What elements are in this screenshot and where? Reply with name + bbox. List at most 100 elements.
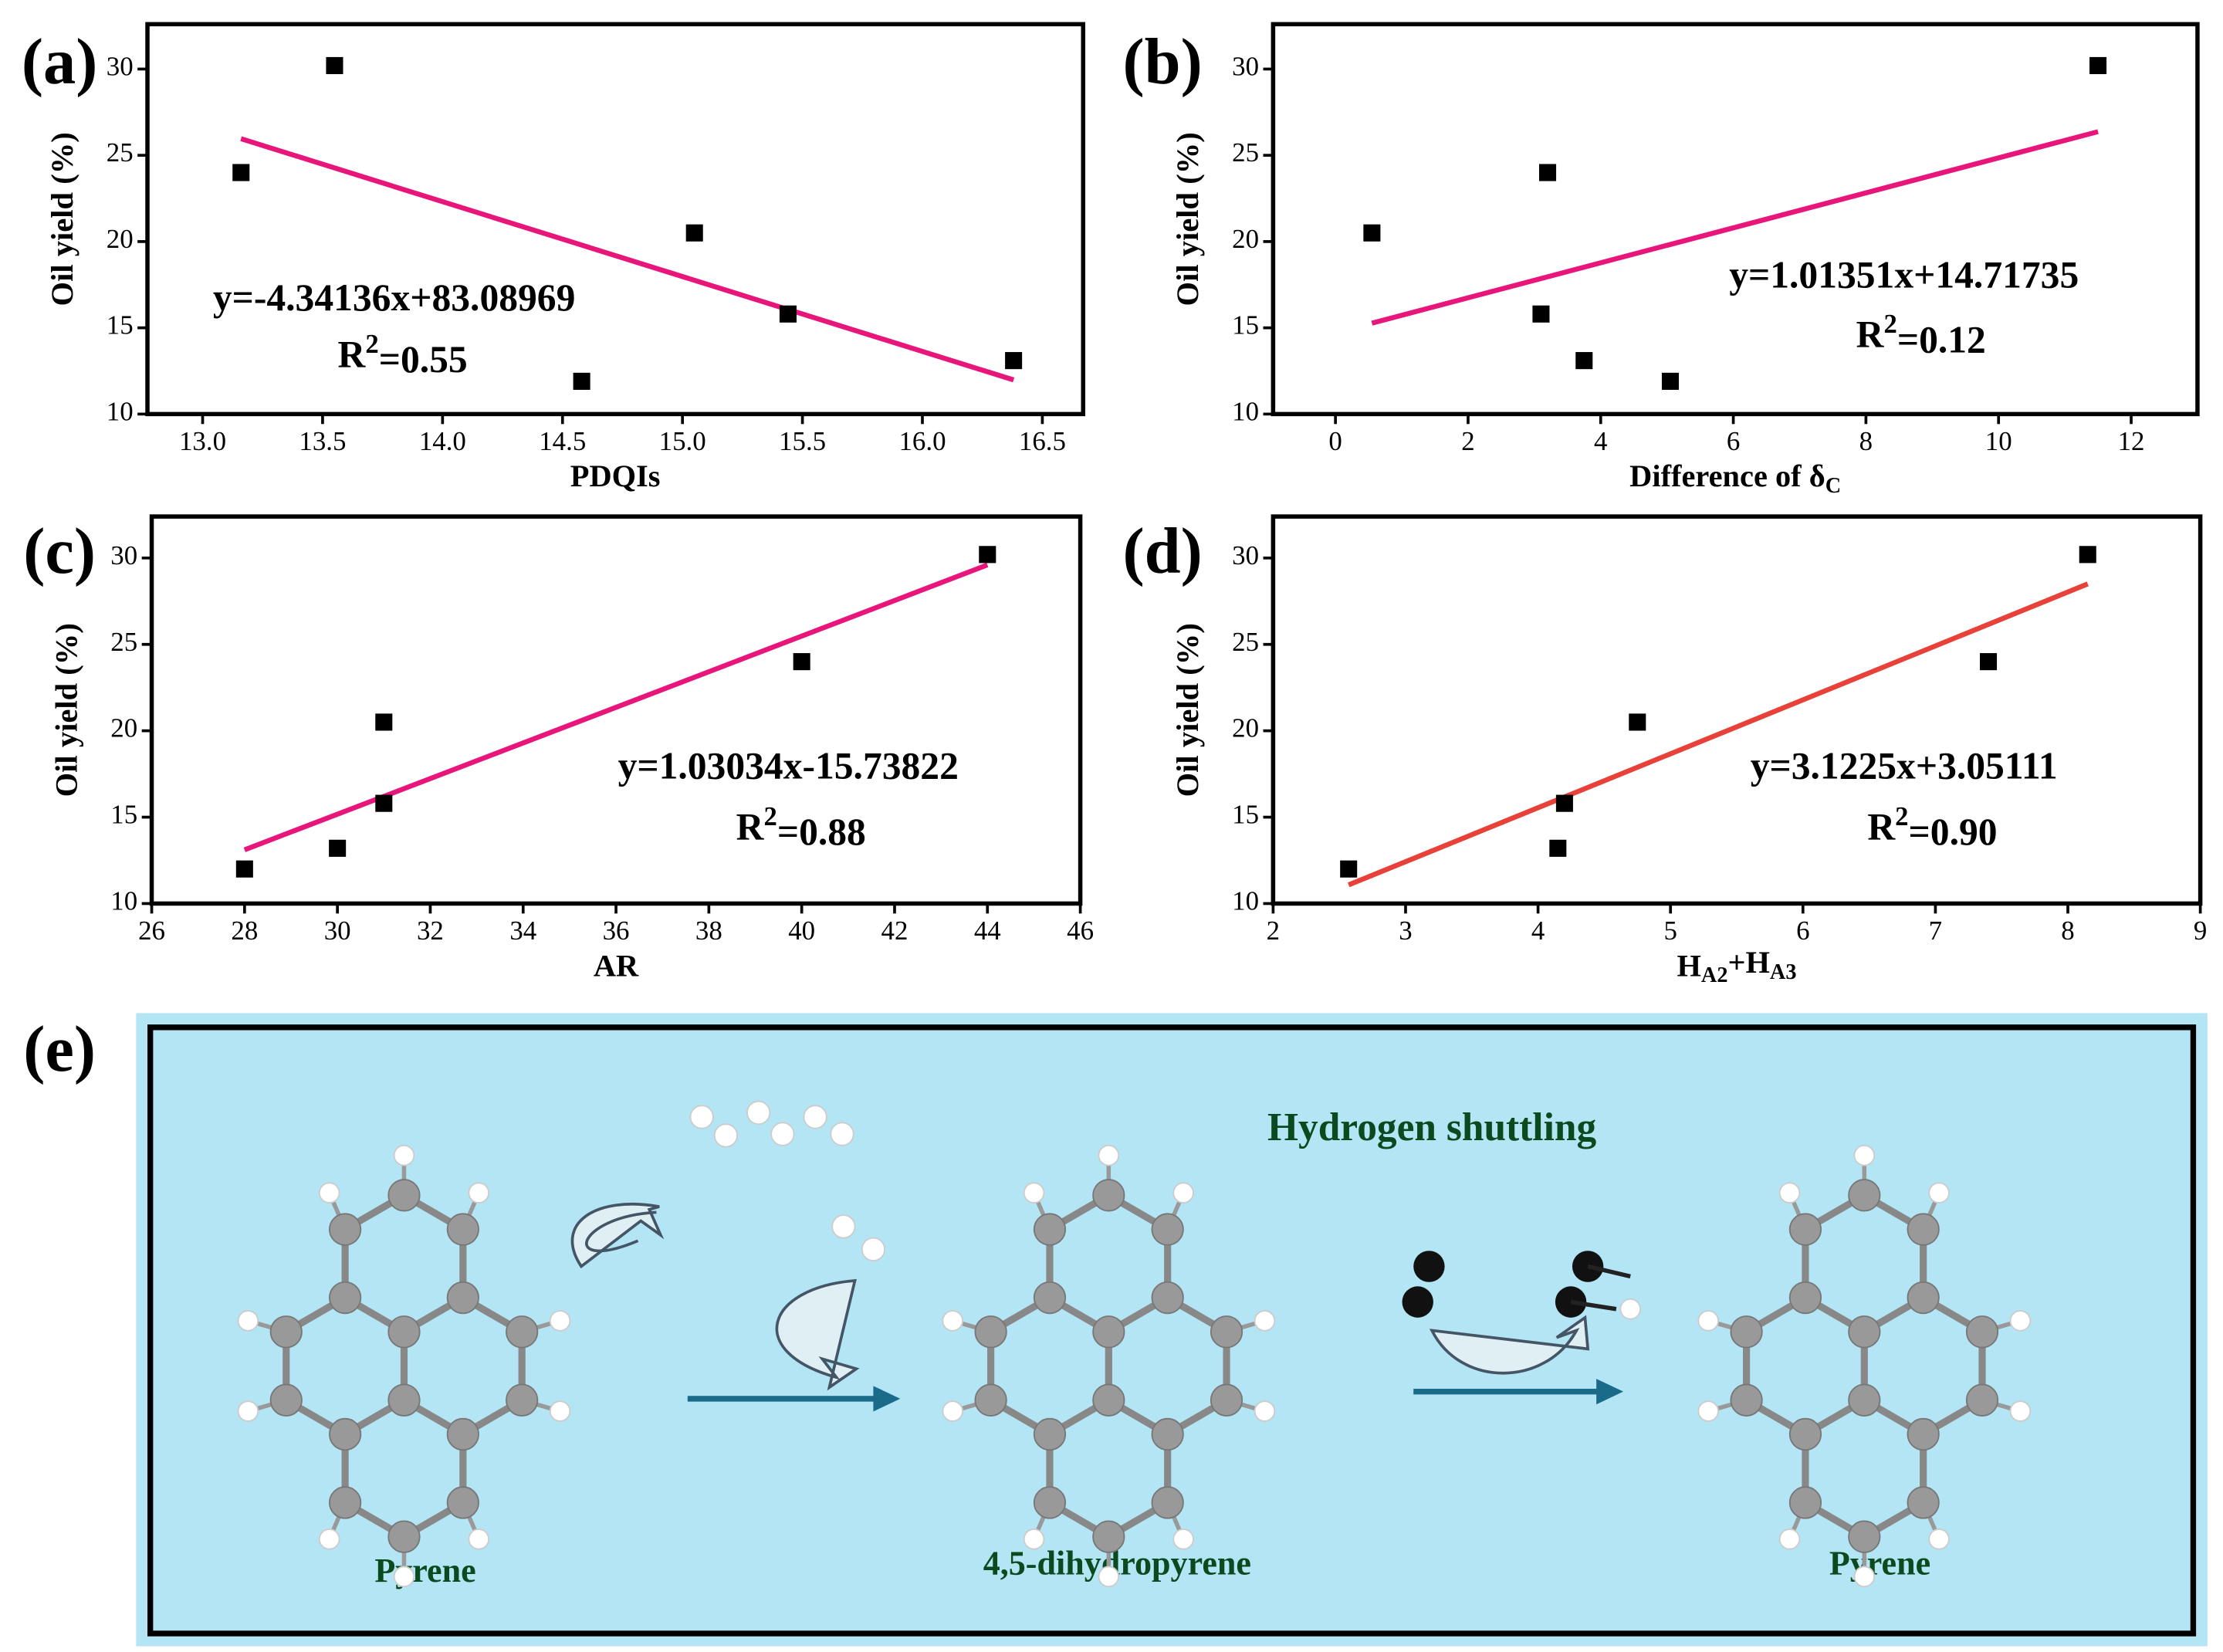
- point: [793, 653, 810, 671]
- y-axis-label: Oil yield (%): [45, 132, 80, 306]
- black-atom: [1413, 1251, 1445, 1282]
- arrow-head: [1596, 1379, 1624, 1405]
- bond: [1587, 1264, 1631, 1279]
- label-part: +H: [1727, 945, 1769, 980]
- label-part: A3: [1770, 960, 1797, 983]
- point: [979, 546, 996, 564]
- y-tick-label: 15: [107, 310, 134, 340]
- point: [685, 224, 703, 242]
- y-tick-label: 10: [1232, 396, 1259, 426]
- x-tick-label: 6: [1796, 916, 1809, 946]
- hydrogen-atom: [861, 1237, 886, 1262]
- x-tick-label: 34: [509, 916, 536, 946]
- label-part: C: [1825, 474, 1841, 498]
- diagram-frame: [147, 1024, 2197, 1637]
- equation: y=1.01351x+14.71735: [1729, 254, 2079, 296]
- panel-label: (c): [23, 516, 96, 587]
- carbon-atom: [1848, 1179, 1881, 1212]
- x-tick-label: 42: [881, 916, 908, 946]
- molecule: [942, 1144, 1276, 1588]
- curved-arrows: [570, 1202, 1590, 1391]
- point: [573, 372, 590, 390]
- point: [1555, 794, 1573, 812]
- y-tick-label: 20: [1232, 224, 1259, 254]
- hydrogen-atom: [237, 1310, 259, 1332]
- carbon-atom: [446, 1213, 479, 1246]
- point: [375, 713, 393, 731]
- carbon-atom: [328, 1417, 362, 1451]
- plot-frame: [1271, 514, 2203, 906]
- panel-label: (d): [1122, 516, 1202, 587]
- label-part: 2: [365, 329, 378, 359]
- hydrogen-atom: [942, 1400, 963, 1422]
- x-tick-label: 8: [1859, 426, 1873, 456]
- carbon-atom: [1033, 1213, 1067, 1246]
- x-tick-label: 28: [231, 916, 258, 946]
- plot-frame: [145, 22, 1086, 417]
- plot-frame: [1271, 22, 2200, 417]
- x-axis-label: Difference of δC: [1629, 459, 1841, 497]
- fit-line: [243, 562, 989, 852]
- hydrogen-atom: [1023, 1182, 1045, 1204]
- y-tick-label: 25: [1232, 627, 1259, 657]
- label-part: H: [1677, 948, 1700, 983]
- carbon-atom: [1730, 1315, 1763, 1349]
- fit-line: [1371, 129, 2099, 326]
- x-tick-label: 38: [695, 916, 722, 946]
- x-tick-label: 13.0: [179, 426, 226, 456]
- carbon-atom: [1848, 1315, 1881, 1349]
- carbon-atom: [1151, 1213, 1184, 1246]
- point: [1340, 860, 1358, 878]
- x-tick-label: 4: [1594, 426, 1607, 456]
- y-tick-label: 30: [107, 51, 134, 81]
- molecule: [1697, 1144, 2032, 1588]
- carbon-atom: [1965, 1315, 1999, 1349]
- hydrogen-atom: [1928, 1182, 1950, 1204]
- carbon-atom: [1848, 1383, 1881, 1417]
- hydrogen-atom: [1853, 1144, 1876, 1166]
- carbon-atom: [328, 1213, 362, 1246]
- x-tick-label: 16.0: [898, 426, 946, 456]
- point: [1005, 352, 1023, 370]
- label-part: =0.90: [1909, 811, 1998, 854]
- carbon-atom: [1092, 1315, 1125, 1349]
- molecule-label: Pyrene: [1829, 1544, 1930, 1582]
- x-axis-label: HA2+HA3: [1677, 945, 1796, 987]
- point: [1575, 352, 1593, 370]
- hydrogen-atom: [318, 1182, 340, 1204]
- x-tick-label: 26: [138, 916, 165, 946]
- label-part: 2: [763, 801, 777, 831]
- fit-line: [1347, 581, 2089, 888]
- hydrogen-atom: [1778, 1528, 1801, 1550]
- carbon-atom: [1788, 1486, 1822, 1519]
- label-part: 2: [1884, 309, 1897, 339]
- fit-line: [240, 136, 1015, 383]
- r-squared: R2=0.12: [1856, 309, 1986, 361]
- bond: [1570, 1299, 1617, 1312]
- carbon-atom: [1907, 1281, 1940, 1315]
- x-tick-label: 44: [974, 916, 1001, 946]
- hydrogen-atom: [1778, 1182, 1801, 1204]
- x-tick-label: 9: [2194, 916, 2207, 946]
- point: [2089, 56, 2107, 75]
- arrow-head: [873, 1386, 901, 1412]
- point: [779, 305, 797, 323]
- r-squared: R2=0.88: [736, 801, 866, 854]
- carbon-atom: [387, 1520, 421, 1553]
- point: [2079, 546, 2096, 564]
- y-tick-label: 15: [1232, 800, 1259, 830]
- hydrogen-atom: [468, 1182, 490, 1204]
- hydrogen-atom: [1098, 1566, 1120, 1588]
- carbon-atom: [1092, 1179, 1125, 1212]
- label-part: Difference of δ: [1629, 459, 1825, 493]
- x-tick-label: 5: [1663, 916, 1677, 946]
- point: [326, 56, 343, 75]
- y-tick-label: 30: [1232, 51, 1259, 81]
- carbon-atom: [1033, 1281, 1067, 1315]
- carbon-atom: [446, 1486, 479, 1519]
- curved-arrow: [1429, 1315, 1590, 1375]
- carbon-atom: [1033, 1417, 1067, 1451]
- hydrogen-atom: [1928, 1528, 1950, 1550]
- carbon-atom: [328, 1486, 362, 1519]
